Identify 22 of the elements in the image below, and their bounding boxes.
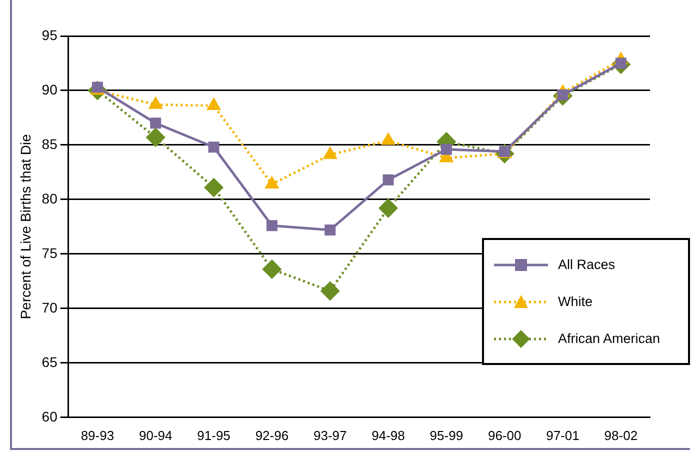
y-tick-label: 90 — [42, 81, 58, 98]
legend-label: African American — [558, 331, 660, 346]
y-tick-label: 65 — [42, 354, 58, 370]
x-tick-label: 94-98 — [372, 428, 405, 443]
x-tick-label: 97-01 — [546, 428, 580, 443]
y-tick-label: 85 — [42, 136, 58, 152]
x-tick-label: 95-99 — [430, 428, 464, 443]
x-tick-label: 91-95 — [197, 428, 230, 443]
y-tick-label: 60 — [42, 408, 58, 424]
x-tick-label: 90-94 — [138, 428, 172, 443]
x-tick-label: 93-97 — [313, 428, 347, 443]
x-tick-label: 98-02 — [604, 428, 638, 443]
y-tick-label: 95 — [42, 26, 58, 43]
legend-label: All Races — [558, 257, 616, 272]
x-tick-label: 96-00 — [488, 428, 522, 443]
y-tick-label: 70 — [42, 299, 58, 316]
y-tick-label: 75 — [42, 244, 58, 261]
y-axis-title: Percent of Live Births that Die — [17, 134, 34, 320]
y-tick-label: 80 — [42, 190, 58, 206]
x-tick-label: 89-93 — [80, 428, 114, 443]
x-tick-label: 92-96 — [255, 428, 289, 443]
legend-label: White — [558, 294, 593, 309]
